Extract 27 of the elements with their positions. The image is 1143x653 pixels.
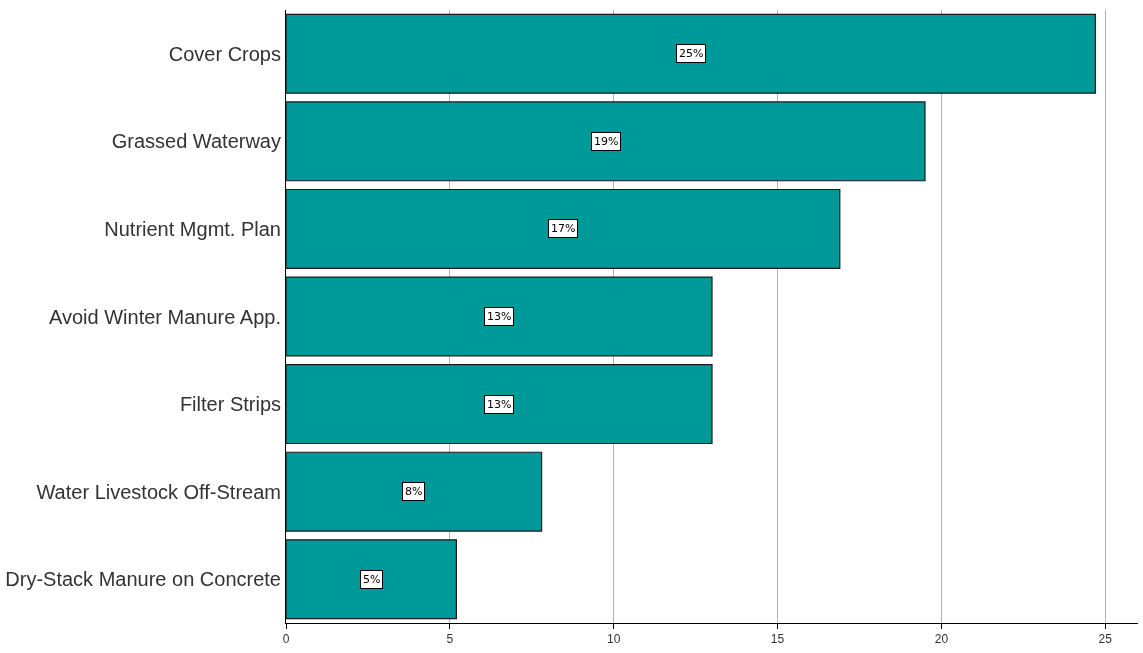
y-tick-label: Cover Crops: [168, 42, 281, 65]
data-label: 25%: [679, 47, 704, 60]
bar: [286, 13, 1096, 94]
y-tick-label: Nutrient Mgmt. Plan: [104, 217, 281, 240]
data-label: 8%: [405, 485, 423, 498]
data-label: 13%: [487, 398, 512, 411]
data-label: 17%: [551, 222, 576, 235]
x-tick-label: 5: [446, 632, 454, 647]
bar: [286, 101, 926, 182]
bar: [286, 188, 841, 269]
x-tick-label: 20: [934, 632, 949, 647]
y-tick-label: Grassed Waterway: [111, 130, 281, 153]
y-tick-label: Filter Strips: [179, 393, 281, 416]
data-label: 19%: [594, 135, 619, 148]
bar: [286, 276, 713, 357]
y-tick-label: Water Livestock Off-Stream: [36, 480, 281, 503]
data-label: 13%: [487, 310, 512, 323]
bar: [286, 539, 457, 620]
x-tick-label: 0: [282, 632, 290, 647]
data-label: 5%: [363, 573, 381, 586]
bar: [286, 364, 713, 445]
y-tick-label: Avoid Winter Manure App.: [49, 305, 281, 328]
bar: [286, 451, 543, 532]
x-tick-label: 15: [770, 632, 785, 647]
x-tick-label: 25: [1098, 632, 1113, 647]
x-tick-label: 10: [607, 632, 621, 647]
y-tick-label: Dry-Stack Manure on Concrete: [5, 568, 281, 591]
